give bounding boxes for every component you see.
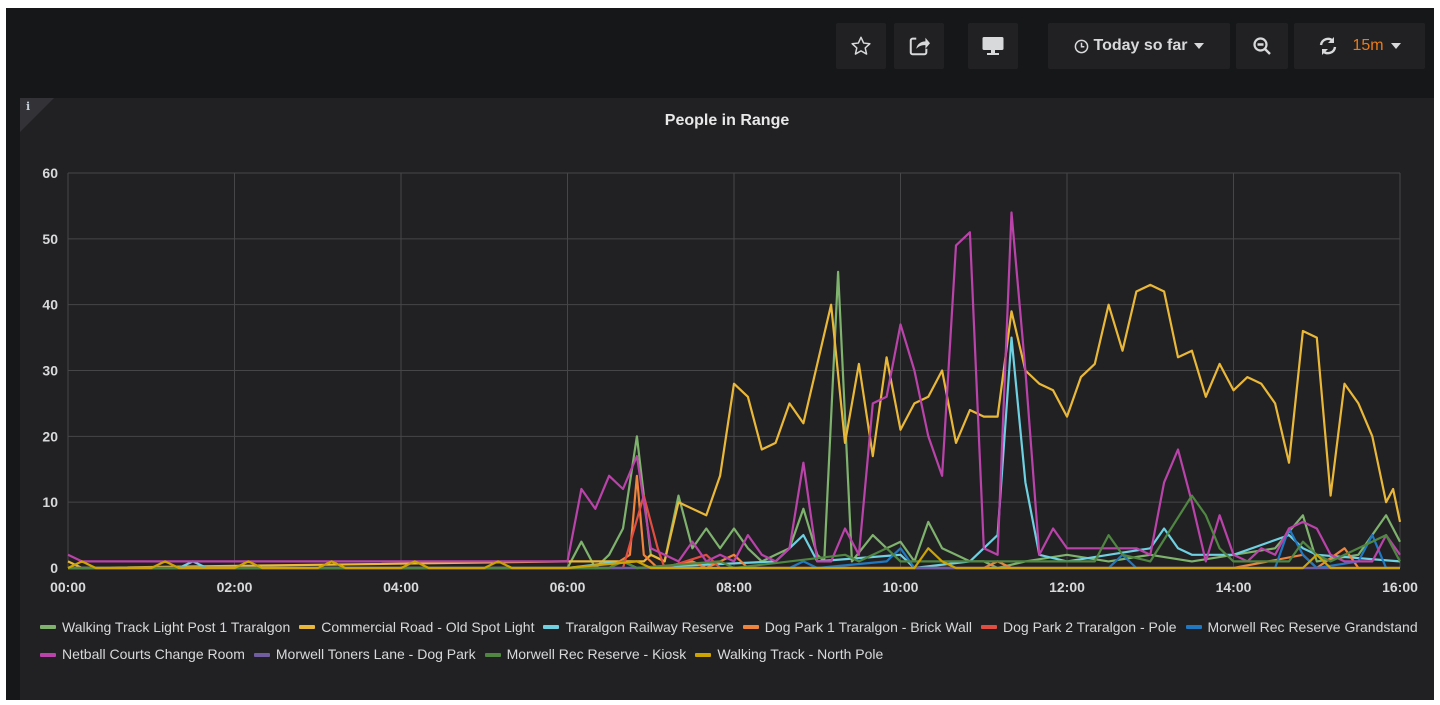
star-button[interactable]: [836, 23, 886, 69]
refresh-picker[interactable]: 15m: [1294, 23, 1425, 69]
chart-legend: Walking Track Light Post 1 Traralgon Comm…: [40, 612, 1430, 667]
time-range-picker[interactable]: Today so far: [1048, 23, 1230, 69]
legend-swatch: [40, 653, 56, 657]
zoom-out-button[interactable]: [1236, 23, 1288, 69]
y-tick-label: 0: [50, 560, 58, 576]
legend-label: Morwell Rec Reserve - Kiosk: [507, 642, 687, 667]
legend-item[interactable]: Morwell Toners Lane - Dog Park: [254, 642, 476, 667]
share-button[interactable]: [894, 23, 944, 69]
x-tick-label: 06:00: [550, 579, 586, 595]
refresh-interval-label: 15m: [1352, 37, 1383, 55]
legend-label: Traralgon Railway Reserve: [565, 615, 733, 640]
x-tick-label: 02:00: [217, 579, 253, 595]
legend-item[interactable]: Netball Courts Change Room: [40, 642, 245, 667]
legend-swatch: [743, 625, 759, 629]
legend-swatch: [299, 625, 315, 629]
legend-item[interactable]: Morwell Rec Reserve - Kiosk: [485, 642, 687, 667]
legend-swatch: [981, 625, 997, 629]
legend-label: Walking Track - North Pole: [717, 642, 883, 667]
legend-item[interactable]: Dog Park 1 Traralgon - Brick Wall: [743, 615, 972, 640]
legend-label: Commercial Road - Old Spot Light: [321, 615, 534, 640]
chart-plot[interactable]: 0 10 20 30 40 50 60 00:00 02:00 04:00 06:00 08:00 10…: [20, 98, 1434, 610]
x-tick-label: 04:00: [383, 579, 419, 595]
time-range-label: Today so far: [1094, 37, 1188, 55]
x-tick-label: 10:00: [883, 579, 919, 595]
chevron-down-icon: [1194, 43, 1204, 49]
y-tick-label: 40: [42, 297, 58, 313]
x-tick-label: 00:00: [50, 579, 86, 595]
legend-item[interactable]: Dog Park 2 Traralgon - Pole: [981, 615, 1177, 640]
legend-item[interactable]: Morwell Rec Reserve Grandstand: [1186, 615, 1418, 640]
x-tick-label: 14:00: [1216, 579, 1252, 595]
legend-label: Dog Park 1 Traralgon - Brick Wall: [765, 615, 972, 640]
chevron-down-icon: [1391, 43, 1401, 49]
legend-item[interactable]: Traralgon Railway Reserve: [543, 615, 733, 640]
legend-label: Morwell Toners Lane - Dog Park: [276, 642, 476, 667]
dashboard-toolbar: Today so far 15m: [6, 8, 1434, 96]
clock-icon: [1074, 39, 1089, 54]
y-tick-label: 20: [42, 428, 58, 444]
x-tick-label: 16:00: [1382, 579, 1418, 595]
monitor-icon: [981, 35, 1005, 57]
legend-item[interactable]: Commercial Road - Old Spot Light: [299, 615, 534, 640]
legend-swatch: [40, 625, 56, 629]
tv-mode-button[interactable]: [968, 23, 1018, 69]
legend-item[interactable]: Walking Track - North Pole: [695, 642, 883, 667]
graph-panel: i People in Range 0 10 20 30 40 50 60 00:00 02:0…: [20, 98, 1434, 700]
legend-label: Netball Courts Change Room: [62, 642, 245, 667]
x-tick-label: 08:00: [716, 579, 752, 595]
legend-item[interactable]: Walking Track Light Post 1 Traralgon: [40, 615, 290, 640]
refresh-icon: [1318, 36, 1338, 56]
legend-label: Dog Park 2 Traralgon - Pole: [1003, 615, 1177, 640]
legend-label: Walking Track Light Post 1 Traralgon: [62, 615, 290, 640]
y-tick-label: 10: [42, 494, 58, 510]
legend-swatch: [1186, 625, 1202, 629]
legend-swatch: [695, 653, 711, 657]
dashboard-frame: Today so far 15m i People in Range 0 10 20…: [6, 8, 1434, 700]
zoom-out-icon: [1252, 36, 1272, 56]
legend-swatch: [543, 625, 559, 629]
legend-swatch: [485, 653, 501, 657]
y-tick-label: 50: [42, 231, 58, 247]
x-tick-label: 12:00: [1049, 579, 1085, 595]
y-tick-label: 60: [42, 165, 58, 181]
legend-swatch: [254, 653, 270, 657]
share-icon: [908, 35, 930, 57]
star-icon: [850, 35, 872, 57]
y-tick-label: 30: [42, 363, 58, 379]
legend-label: Morwell Rec Reserve Grandstand: [1208, 615, 1418, 640]
